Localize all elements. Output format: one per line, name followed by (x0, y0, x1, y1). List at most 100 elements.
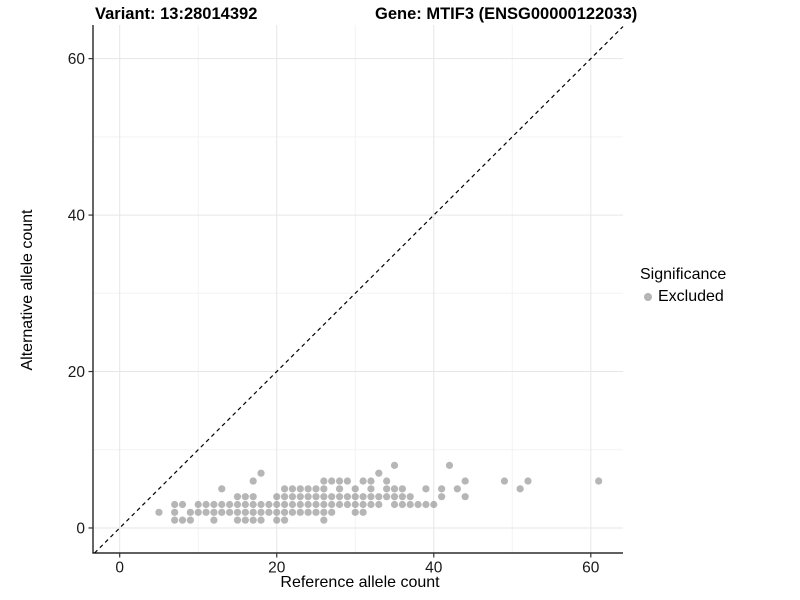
data-point (351, 493, 359, 501)
data-point (383, 493, 391, 501)
data-point (226, 500, 234, 509)
data-point (249, 500, 257, 509)
data-point (233, 500, 242, 509)
data-point (257, 516, 265, 524)
data-point (430, 500, 438, 509)
data-point (296, 500, 304, 509)
data-point (351, 485, 359, 493)
x-axis-title: Reference allele count (280, 574, 440, 591)
data-point (406, 500, 414, 509)
data-point (178, 500, 187, 509)
data-point (265, 500, 273, 509)
data-point (155, 508, 163, 516)
data-point (367, 493, 375, 501)
data-point (280, 500, 289, 509)
data-point (367, 500, 375, 509)
data-point (390, 500, 399, 509)
data-point (233, 516, 242, 524)
data-point (210, 516, 218, 524)
data-point (288, 493, 297, 501)
variant-title: Variant: 13:28014392 (95, 5, 258, 23)
x-tick-label: 20 (268, 559, 286, 576)
data-point (320, 493, 328, 501)
excluded-point-icon (644, 293, 652, 301)
data-point (257, 500, 265, 509)
x-tick-label: 60 (582, 559, 600, 576)
data-point (280, 516, 289, 524)
y-tick-label: 20 (68, 364, 86, 381)
data-point (273, 493, 281, 501)
data-point (351, 500, 359, 509)
data-point (296, 493, 304, 501)
data-point (406, 493, 414, 501)
data-point (288, 500, 297, 509)
identity-line (94, 26, 624, 554)
data-point (335, 493, 344, 501)
data-point (500, 477, 509, 485)
data-point (312, 485, 320, 493)
data-point (328, 508, 336, 516)
data-point (320, 516, 328, 524)
data-point (265, 508, 273, 516)
data-point (304, 500, 312, 509)
data-point (328, 500, 336, 509)
data-point (320, 485, 328, 493)
data-point (335, 477, 344, 485)
data-point (383, 477, 391, 485)
data-point (304, 485, 312, 493)
data-point (438, 493, 446, 501)
data-point (257, 469, 265, 477)
data-point (390, 461, 399, 469)
data-point (218, 508, 226, 516)
data-point (171, 508, 179, 516)
data-point (312, 493, 320, 501)
data-point (233, 508, 242, 516)
data-point (202, 508, 210, 516)
data-point (595, 477, 603, 485)
data-point (516, 485, 524, 493)
data-point (390, 485, 399, 493)
data-point (383, 485, 391, 493)
data-point (273, 500, 281, 509)
data-point (359, 508, 367, 516)
data-point (335, 485, 344, 493)
data-point (335, 500, 344, 509)
data-point (375, 469, 383, 477)
data-point (202, 500, 210, 509)
data-point (249, 493, 257, 501)
data-point (249, 477, 257, 485)
legend-item-label: Excluded (658, 288, 724, 305)
data-point (171, 500, 179, 509)
data-point (524, 477, 532, 485)
data-point (218, 500, 226, 509)
data-point (414, 500, 422, 509)
data-point (422, 500, 430, 509)
data-point (398, 493, 406, 501)
data-point (320, 500, 328, 509)
data-point (273, 508, 281, 516)
data-point (312, 500, 320, 509)
data-point (398, 485, 406, 493)
data-point (359, 493, 367, 501)
data-point (375, 500, 383, 509)
data-point (296, 485, 304, 493)
data-point (241, 508, 249, 516)
data-point (186, 516, 194, 524)
gene-title: Gene: MTIF3 (ENSG00000122033) (375, 5, 638, 23)
y-tick-label: 0 (76, 520, 85, 537)
data-point (171, 516, 179, 524)
y-tick-label: 40 (68, 208, 86, 225)
data-point (304, 493, 312, 501)
data-point (241, 500, 249, 509)
data-point (241, 516, 249, 524)
data-point (343, 500, 351, 509)
data-point (328, 493, 336, 501)
data-point (249, 508, 257, 516)
data-point (438, 485, 446, 493)
data-point (178, 516, 187, 524)
data-point (359, 477, 367, 485)
data-point (461, 477, 469, 485)
legend-item-excluded: Excluded (640, 288, 726, 306)
data-point (375, 493, 383, 501)
